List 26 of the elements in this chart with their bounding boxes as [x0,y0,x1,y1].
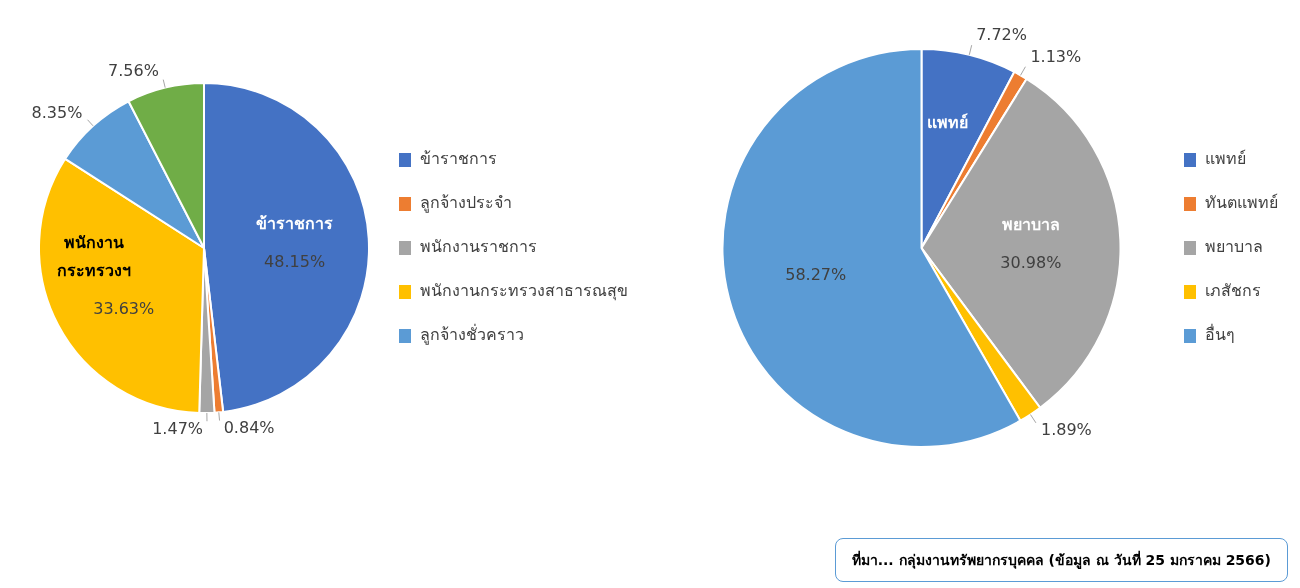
text: พนักงาน กระทรวงฯ [56,233,131,281]
legend-label: อื่นๆ [1205,323,1235,345]
legend-label: พนักงานราชการ [420,237,537,257]
legend-label: ข้าราชการ [420,149,497,169]
legend-label: แพทย์ [1205,149,1246,169]
slice-label: ข้าราชการ [256,213,334,233]
data-label: 8.35% [31,102,83,122]
data-label: 7.56% [108,60,159,80]
text: ที่มา... กลุ่มงานทรัพยากรบุคคล (ข้อมูล ณ วันที่ 25 มกราคม 2566) [834,538,1288,582]
data-label: 1.47% [152,418,204,438]
data-label: 7.72% [976,24,1027,44]
legend-label: ลูกจ้างชั่วคราว [420,323,524,346]
data-label: 1.13% [1030,47,1082,67]
legend-label: ลูกจ้างประจำ [420,193,512,214]
data-label: 0.84% [223,417,275,437]
legend-label: พนักงานกระทรวงสาธารณสุข [420,281,628,302]
slice-label: แพทย์ [927,112,969,132]
data-label: 33.63% [93,299,155,319]
legend-label: เภสัชกร [1205,281,1261,301]
data-label: 1.89% [1040,420,1092,440]
legend-label: ทันตแพทย์ [1205,193,1278,213]
data-label: 58.27% [785,265,847,285]
data-label: 48.15% [264,251,326,271]
slice-label: พยาบาล [1001,214,1060,234]
legend-label: พยาบาล [1205,237,1263,257]
data-label: 30.98% [1000,252,1062,272]
